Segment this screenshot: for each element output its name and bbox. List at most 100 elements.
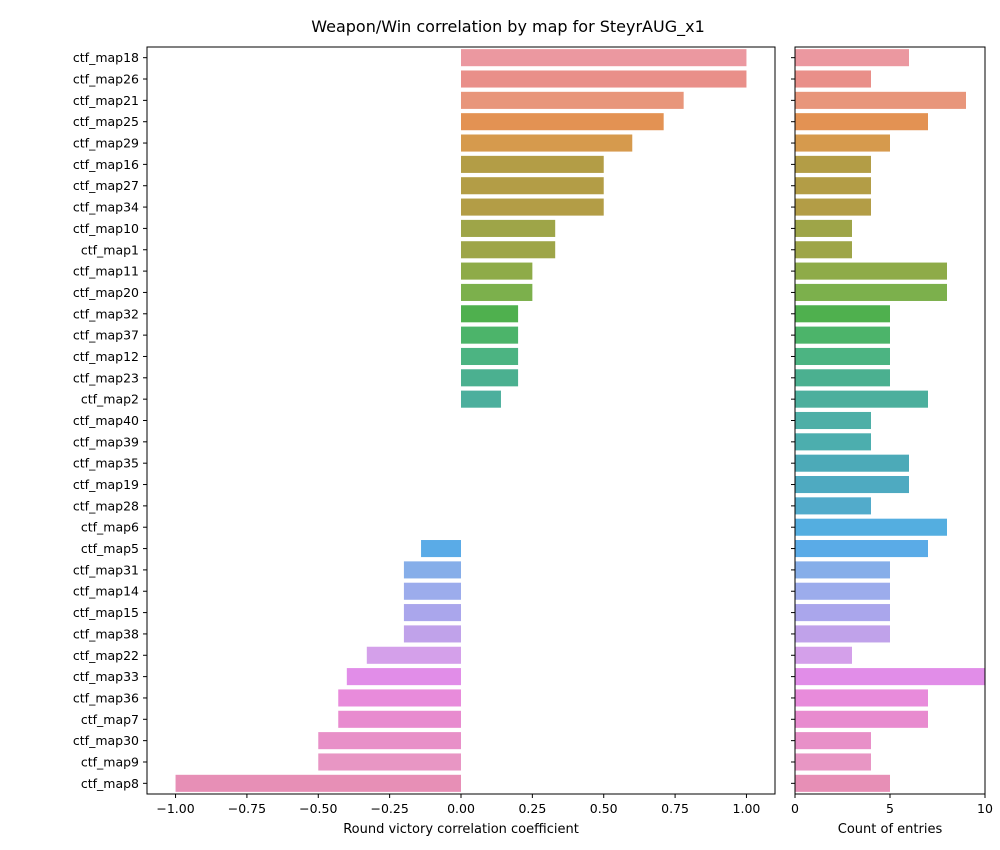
bar-correlation-ctf_map21 bbox=[461, 91, 684, 109]
bar-correlation-ctf_map33 bbox=[346, 668, 461, 686]
bar-correlation-ctf_map20 bbox=[461, 283, 533, 301]
category-label-ctf_map7: ctf_map7 bbox=[81, 712, 139, 727]
correlation-x-axis-label: Round victory correlation coefficient bbox=[343, 822, 579, 837]
bar-count-ctf_map39 bbox=[795, 433, 871, 451]
bar-correlation-ctf_map25 bbox=[461, 113, 664, 131]
bar-count-ctf_map11 bbox=[795, 262, 947, 280]
bar-correlation-ctf_map26 bbox=[461, 70, 747, 88]
bar-count-ctf_map32 bbox=[795, 305, 890, 323]
category-label-ctf_map6: ctf_map6 bbox=[81, 520, 139, 535]
category-label-ctf_map29: ctf_map29 bbox=[73, 136, 139, 151]
bar-count-ctf_map15 bbox=[795, 604, 890, 622]
bar-correlation-ctf_map31 bbox=[403, 561, 461, 579]
bar-count-ctf_map38 bbox=[795, 625, 890, 643]
bar-correlation-ctf_map7 bbox=[338, 710, 461, 728]
bar-count-ctf_map16 bbox=[795, 155, 871, 173]
bar-correlation-ctf_map36 bbox=[338, 689, 461, 707]
xtick-label-correlation-1: −0.75 bbox=[228, 801, 266, 816]
category-label-ctf_map9: ctf_map9 bbox=[81, 754, 139, 769]
bar-count-ctf_map40 bbox=[795, 411, 871, 430]
bar-count-ctf_map2 bbox=[795, 390, 928, 408]
bar-correlation-ctf_map2 bbox=[461, 390, 501, 408]
bar-count-ctf_map10 bbox=[795, 219, 852, 237]
xtick-label-correlation-4: 0.00 bbox=[447, 801, 475, 816]
bar-count-ctf_map33 bbox=[795, 668, 985, 686]
category-label-ctf_map12: ctf_map12 bbox=[73, 349, 139, 364]
bar-correlation-ctf_map8 bbox=[175, 774, 461, 792]
bar-correlation-ctf_map32 bbox=[461, 305, 519, 323]
category-label-ctf_map35: ctf_map35 bbox=[73, 456, 139, 471]
bar-count-ctf_map34 bbox=[795, 198, 871, 216]
bar-count-ctf_map26 bbox=[795, 70, 871, 88]
category-label-ctf_map31: ctf_map31 bbox=[73, 562, 139, 577]
bar-count-ctf_map27 bbox=[795, 177, 871, 195]
category-label-ctf_map11: ctf_map11 bbox=[73, 264, 139, 279]
category-label-ctf_map32: ctf_map32 bbox=[73, 306, 139, 321]
bar-correlation-ctf_map10 bbox=[461, 219, 556, 237]
bar-correlation-ctf_map30 bbox=[318, 732, 461, 750]
chart-title: Weapon/Win correlation by map for SteyrA… bbox=[311, 17, 705, 37]
bar-count-ctf_map1 bbox=[795, 241, 852, 259]
category-label-ctf_map10: ctf_map10 bbox=[73, 221, 139, 236]
bar-correlation-ctf_map23 bbox=[461, 369, 519, 387]
xtick-label-correlation-2: −0.50 bbox=[299, 801, 337, 816]
bar-count-ctf_map5 bbox=[795, 540, 928, 558]
xtick-label-correlation-0: −1.00 bbox=[156, 801, 194, 816]
bar-count-ctf_map18 bbox=[795, 49, 909, 67]
bar-count-ctf_map29 bbox=[795, 134, 890, 152]
bar-count-ctf_map23 bbox=[795, 369, 890, 387]
xtick-label-correlation-8: 1.00 bbox=[733, 801, 761, 816]
bar-correlation-ctf_map11 bbox=[461, 262, 533, 280]
count-x-axis-label: Count of entries bbox=[838, 822, 943, 837]
bar-count-ctf_map30 bbox=[795, 732, 871, 750]
bar-correlation-ctf_map37 bbox=[461, 326, 519, 344]
bar-correlation-ctf_map22 bbox=[366, 646, 461, 664]
category-label-ctf_map18: ctf_map18 bbox=[73, 50, 139, 65]
category-label-ctf_map23: ctf_map23 bbox=[73, 370, 139, 385]
bar-correlation-ctf_map18 bbox=[461, 49, 747, 67]
category-label-ctf_map14: ctf_map14 bbox=[73, 584, 139, 599]
count-panel: 0 5 10 Count of entries bbox=[791, 46, 993, 837]
bar-count-ctf_map7 bbox=[795, 710, 928, 728]
bar-count-ctf_map19 bbox=[795, 475, 909, 494]
xtick-label-correlation-3: −0.25 bbox=[370, 801, 408, 816]
category-label-ctf_map34: ctf_map34 bbox=[73, 200, 139, 215]
bar-count-ctf_map12 bbox=[795, 347, 890, 366]
bar-correlation-ctf_map38 bbox=[403, 625, 461, 643]
bar-correlation-ctf_map14 bbox=[403, 582, 461, 600]
category-label-ctf_map21: ctf_map21 bbox=[73, 93, 139, 108]
category-label-ctf_map8: ctf_map8 bbox=[81, 776, 139, 791]
category-label-ctf_map20: ctf_map20 bbox=[73, 285, 139, 300]
bar-count-ctf_map37 bbox=[795, 326, 890, 344]
bar-correlation-ctf_map29 bbox=[461, 134, 633, 152]
bar-correlation-ctf_map27 bbox=[461, 177, 604, 195]
category-label-ctf_map15: ctf_map15 bbox=[73, 605, 139, 620]
bar-count-ctf_map9 bbox=[795, 753, 871, 771]
category-label-ctf_map1: ctf_map1 bbox=[81, 242, 139, 257]
category-label-ctf_map26: ctf_map26 bbox=[73, 72, 139, 87]
bar-correlation-ctf_map16 bbox=[461, 155, 604, 173]
bar-count-ctf_map25 bbox=[795, 113, 928, 131]
bar-count-ctf_map22 bbox=[795, 646, 852, 664]
category-label-ctf_map39: ctf_map39 bbox=[73, 434, 139, 449]
bar-correlation-ctf_map34 bbox=[461, 198, 604, 216]
category-label-ctf_map19: ctf_map19 bbox=[73, 477, 139, 492]
xtick-label-correlation-6: 0.50 bbox=[590, 801, 618, 816]
category-label-ctf_map38: ctf_map38 bbox=[73, 626, 139, 641]
category-label-ctf_map30: ctf_map30 bbox=[73, 733, 139, 748]
bar-correlation-ctf_map5 bbox=[421, 540, 461, 558]
xtick-label-correlation-5: 0.25 bbox=[518, 801, 546, 816]
bar-count-ctf_map20 bbox=[795, 283, 947, 301]
bar-count-ctf_map14 bbox=[795, 582, 890, 600]
bar-correlation-ctf_map1 bbox=[461, 241, 556, 259]
bar-count-ctf_map36 bbox=[795, 689, 928, 707]
category-label-ctf_map37: ctf_map37 bbox=[73, 328, 139, 343]
category-label-ctf_map2: ctf_map2 bbox=[81, 392, 139, 407]
bar-correlation-ctf_map9 bbox=[318, 753, 461, 771]
correlation-panel: ctf_map18 ctf_map26 ctf_map21 ctf_map25 ctf_… bbox=[73, 46, 776, 837]
bar-count-ctf_map28 bbox=[795, 497, 871, 515]
bar-correlation-ctf_map15 bbox=[403, 604, 461, 622]
category-label-ctf_map33: ctf_map33 bbox=[73, 669, 139, 684]
xtick-label-count-2: 10 bbox=[977, 801, 993, 816]
xtick-label-correlation-7: 0.75 bbox=[661, 801, 689, 816]
